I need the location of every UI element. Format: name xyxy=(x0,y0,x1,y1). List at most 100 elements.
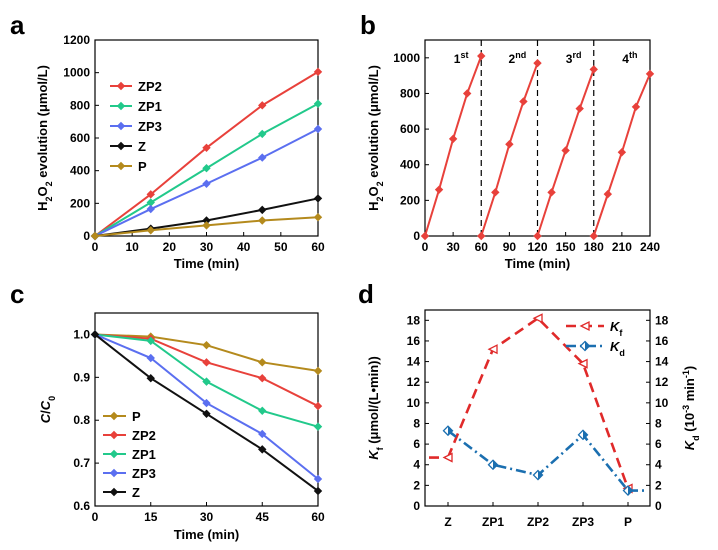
panel-letter-d: d xyxy=(358,279,374,309)
panel-b-y-tick-label: 0 xyxy=(413,229,420,243)
panel-a-legend-marker-ZP2 xyxy=(116,81,126,91)
panel-b-y-tick-label: 600 xyxy=(400,122,420,136)
panel-a-series-Z-point xyxy=(258,205,267,215)
panel-c-x-tick-label: 0 xyxy=(92,510,99,524)
panel-c-y-tick-label: 0.9 xyxy=(73,370,90,384)
panel-d-series-Kf-point xyxy=(487,344,498,355)
panel-d-x-tick-label: Z xyxy=(444,515,451,529)
panel-a-series-ZP2-point xyxy=(202,143,211,153)
panel-b-cycle-1-point xyxy=(462,89,472,98)
panel-b-x-tick-label: 240 xyxy=(640,240,660,254)
panel-b-y-tick-label: 800 xyxy=(400,86,420,100)
panel-a-legend-label-ZP3: ZP3 xyxy=(138,119,162,134)
panel-letter-a: a xyxy=(10,10,25,40)
panel-d-legend-marker-Kf xyxy=(579,320,590,332)
panel-b-cycle-1-point xyxy=(448,134,458,144)
panel-d-y-tick-label: 14 xyxy=(407,355,421,369)
panel-c-y-axis-label: C/C0 xyxy=(38,396,57,423)
panel-d-series-Kd-point-fill xyxy=(628,486,633,496)
panel-a-y-tick-label: 800 xyxy=(70,98,90,112)
panel-d-chart: Z ZP1 ZP2 ZP3 P 0 2 4 6 8 10 12 14 16 18 0 2 4 6 8 10 12 14 16 1… xyxy=(366,309,701,529)
panel-d-y-tick-label: 16 xyxy=(407,334,421,348)
panel-a-x-tick-label: 40 xyxy=(237,240,251,254)
panel-c-y-tick-label: 0.7 xyxy=(73,456,90,470)
panel-a-plot-frame xyxy=(94,39,319,237)
panel-d-series-Kd-point-fill xyxy=(538,470,543,480)
panel-b-cycle-2-point xyxy=(505,140,514,149)
panel-b-cycle-label: 3rd xyxy=(566,50,582,66)
panel-c-x-tick-label: 60 xyxy=(311,510,325,524)
panel-c-legend-label-ZP1: ZP1 xyxy=(132,447,156,462)
panel-c-series-Z-point xyxy=(258,445,267,454)
panel-b-y-tick-label: 200 xyxy=(400,193,420,207)
panel-b-x-tick-label: 150 xyxy=(556,240,576,254)
panel-a-x-tick-label: 30 xyxy=(200,240,214,254)
panel-d-y-tick-label: 0 xyxy=(413,499,420,513)
panel-c-legend-label-P: P xyxy=(132,409,141,424)
panel-a-series-ZP2-line xyxy=(94,70,319,237)
panel-d-right-y-tick-label: 8 xyxy=(655,416,662,430)
panel-b-cycle-1-point xyxy=(477,51,486,61)
panel-c-series-ZP3-point xyxy=(202,398,211,408)
panel-b-cycle-2-point xyxy=(477,231,486,241)
panel-b-cycle-4-point xyxy=(603,189,613,199)
panel-d-series-Kd-line xyxy=(447,429,630,492)
panel-c-series-ZP3-point xyxy=(258,429,267,439)
panel-c-series-ZP2-point xyxy=(202,358,211,367)
panel-c-legend-label-Z: Z xyxy=(132,485,140,500)
panel-c-series-ZP3-point xyxy=(146,353,155,363)
panel-a-y-tick-label: 200 xyxy=(70,196,90,210)
panel-a-y-tick-label: 0 xyxy=(83,229,90,243)
panel-c-x-tick-label: 15 xyxy=(144,510,158,524)
panel-a-legend-label-P: P xyxy=(138,159,147,174)
panel-d-right-y-tick-label: 10 xyxy=(655,396,669,410)
panel-d-y-tick-label: 6 xyxy=(413,437,420,451)
panel-d-y-axis-label-right: Kd (10-3 min-1) xyxy=(681,366,701,450)
panel-a-legend-marker-Z xyxy=(116,141,126,151)
panel-b-cycle-4-point xyxy=(631,102,641,112)
panel-c-series-P-point xyxy=(258,358,267,367)
panel-b-cycle-label: 1st xyxy=(454,50,469,66)
panel-c-series-ZP1-point xyxy=(146,336,155,346)
panel-a-series-ZP2-point xyxy=(258,101,267,110)
panel-d-series-Kd-point-fill xyxy=(583,430,588,440)
panel-a-series-P-point xyxy=(202,221,211,230)
panel-b-x-tick-label: 180 xyxy=(584,240,604,254)
panel-b-x-tick-label: 90 xyxy=(503,240,517,254)
panel-b-cycle-2-line xyxy=(480,62,539,237)
panel-d-y-axis-label-left: Kf (μmol/(L•min)) xyxy=(366,356,385,460)
panel-b-cycle-3-point xyxy=(547,188,556,197)
panel-d-right-y-tick-label: 12 xyxy=(655,375,669,389)
panel-d-right-y-tick-label: 16 xyxy=(655,334,669,348)
panel-a-x-axis-label: Time (min) xyxy=(174,256,240,271)
panel-c-legend-marker-P xyxy=(109,411,119,421)
panel-b-cycle-1-point xyxy=(420,231,430,241)
panel-a-y-axis-label: H2O2 evolution (μmol/L) xyxy=(35,65,54,211)
panel-c-series-Z-point xyxy=(202,409,211,418)
panel-b-cycle-3-point xyxy=(575,104,584,113)
panel-b-cycle-2-point xyxy=(491,188,500,197)
panel-a-series-ZP3-point xyxy=(258,153,267,162)
panel-c-y-tick-label: 0.8 xyxy=(73,413,90,427)
panel-b-cycle-1-point xyxy=(434,185,444,194)
panel-b-cycle-4-point xyxy=(589,231,598,241)
panel-d-y-tick-label: 4 xyxy=(413,458,420,472)
panel-b-cycle-3-point xyxy=(533,231,542,241)
panel-d-x-tick-label: ZP2 xyxy=(527,515,549,529)
panel-b-x-tick-label: 0 xyxy=(422,240,429,254)
panel-a-series-P-point xyxy=(90,231,100,241)
panel-c-legend-label-ZP3: ZP3 xyxy=(132,466,156,481)
panel-a-series-ZP2-point xyxy=(313,67,323,77)
panel-b-x-tick-label: 30 xyxy=(446,240,460,254)
panel-c-series-ZP2-point xyxy=(258,373,267,383)
panel-a-x-tick-label: 20 xyxy=(163,240,177,254)
panel-d-right-y-tick-label: 2 xyxy=(655,478,662,492)
panel-b-cycle-3-point xyxy=(561,146,570,155)
panel-c-series-P-point xyxy=(202,340,211,350)
panel-b-x-tick-label: 210 xyxy=(612,240,632,254)
panel-d-y-tick-label: 10 xyxy=(407,396,421,410)
panel-d-right-y-tick-label: 18 xyxy=(655,313,669,327)
panel-a-y-tick-label: 1000 xyxy=(63,66,90,80)
panel-b-x-tick-label: 120 xyxy=(527,240,547,254)
